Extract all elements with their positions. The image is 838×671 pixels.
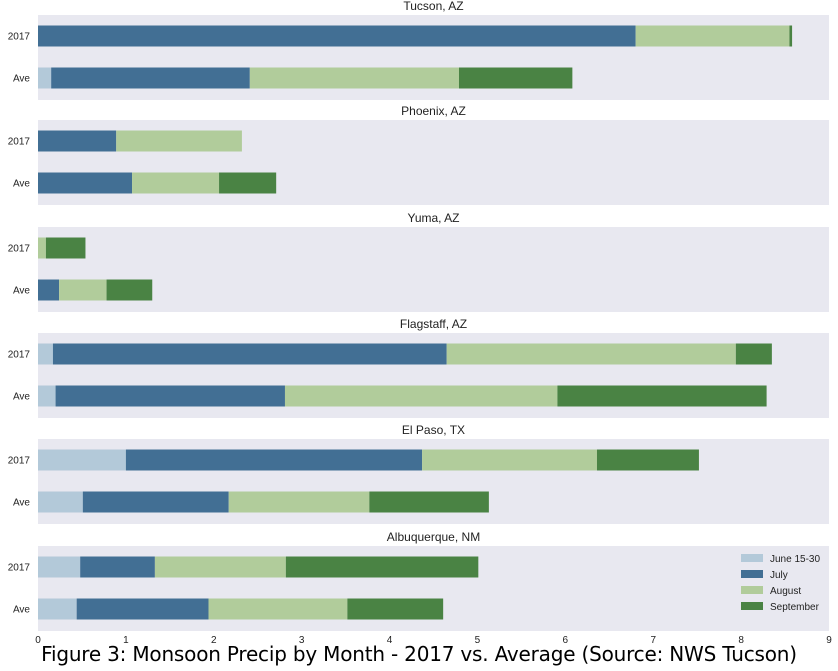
xtick-label: 2 <box>211 635 217 646</box>
bar-ave-july <box>82 491 229 513</box>
bar-ave-july <box>38 172 133 194</box>
bar-2017-september <box>45 237 86 259</box>
bar-2017-june-15-30 <box>38 449 126 471</box>
xtick-label: 3 <box>299 635 305 646</box>
bar-ave-june-15-30 <box>38 598 77 620</box>
bar-ave-september <box>557 385 767 407</box>
ytick-label: 2017 <box>8 32 31 43</box>
bar-ave-july <box>38 279 60 301</box>
legend-swatch <box>741 570 763 578</box>
bar-2017-september <box>596 449 699 471</box>
bar-2017-july <box>125 449 423 471</box>
bar-ave-june-15-30 <box>38 491 83 513</box>
bar-ave-september <box>106 279 153 301</box>
panel-2: Yuma, AZ 2017 Ave <box>8 211 829 312</box>
legend-label: September <box>770 602 820 613</box>
bar-ave-july <box>51 67 250 89</box>
legend-swatch <box>741 586 763 594</box>
xtick-label: 8 <box>738 635 744 646</box>
xtick-label: 5 <box>475 635 481 646</box>
legend-label: June 15-30 <box>770 554 820 565</box>
bar-ave-september <box>219 172 277 194</box>
legend: June 15-30 July August September <box>741 554 820 613</box>
bar-ave-september <box>458 67 573 89</box>
ytick-label: Ave <box>13 286 30 297</box>
ytick-label: Ave <box>13 605 30 616</box>
figure-caption: Figure 3: Monsoon Precip by Month - 2017… <box>41 642 797 666</box>
ytick-label: Ave <box>13 498 30 509</box>
ytick-label: Ave <box>13 392 30 403</box>
legend-swatch <box>741 602 763 610</box>
bar-2017-june-15-30 <box>38 343 53 365</box>
bar-ave-june-15-30 <box>38 67 52 89</box>
bar-ave-august <box>59 279 107 301</box>
bar-2017-september <box>789 25 793 47</box>
xtick-label: 6 <box>563 635 569 646</box>
bar-2017-july <box>52 343 447 365</box>
bar-ave-june-15-30 <box>38 385 56 407</box>
panel-title: Flagstaff, AZ <box>400 317 467 331</box>
panel-4: El Paso, TX 2017 Ave <box>8 423 829 524</box>
bar-2017-august <box>116 130 242 152</box>
xtick-label: 0 <box>35 635 41 646</box>
bar-2017-august <box>422 449 597 471</box>
bar-ave-september <box>347 598 444 620</box>
panel-title: Tucson, AZ <box>403 0 463 13</box>
panel-0: Tucson, AZ 2017 Ave <box>8 0 829 100</box>
bar-2017-august <box>154 556 286 578</box>
bar-2017-september <box>285 556 479 578</box>
bar-ave-august <box>208 598 348 620</box>
ytick-label: Ave <box>13 179 30 190</box>
ytick-label: 2017 <box>8 563 31 574</box>
bar-ave-september <box>369 491 489 513</box>
panel-title: El Paso, TX <box>402 423 465 437</box>
panel-title: Albuquerque, NM <box>387 530 480 544</box>
ytick-label: Ave <box>13 74 30 85</box>
panel-title: Phoenix, AZ <box>401 104 466 118</box>
bar-ave-july <box>55 385 285 407</box>
xtick-label: 9 <box>826 635 832 646</box>
bar-ave-august <box>228 491 370 513</box>
bar-2017-july <box>38 25 636 47</box>
panel-title: Yuma, AZ <box>407 211 459 225</box>
bar-ave-july <box>76 598 209 620</box>
ytick-label: 2017 <box>8 350 31 361</box>
bar-2017-july <box>38 130 117 152</box>
xtick-label: 1 <box>123 635 129 646</box>
xtick-label: 7 <box>650 635 656 646</box>
bar-ave-august <box>132 172 220 194</box>
ytick-label: 2017 <box>8 137 31 148</box>
xtick-label: 4 <box>387 635 393 646</box>
legend-label: August <box>770 586 801 597</box>
panel-3: Flagstaff, AZ 2017 Ave <box>8 317 829 418</box>
legend-label: July <box>770 570 788 581</box>
panel-5: Albuquerque, NM 2017 Ave <box>8 530 829 631</box>
bar-2017-june-15-30 <box>38 556 81 578</box>
panel-background <box>38 227 829 312</box>
panel-1: Phoenix, AZ 2017 Ave <box>8 104 829 205</box>
bar-2017-september <box>735 343 772 365</box>
bar-2017-august <box>446 343 736 365</box>
bar-ave-august <box>249 67 459 89</box>
bar-2017-july <box>80 556 155 578</box>
legend-swatch <box>741 554 763 562</box>
ytick-label: 2017 <box>8 456 31 467</box>
bar-2017-august <box>38 237 46 259</box>
ytick-label: 2017 <box>8 244 31 255</box>
bar-ave-august <box>284 385 558 407</box>
bar-2017-august <box>635 25 790 47</box>
